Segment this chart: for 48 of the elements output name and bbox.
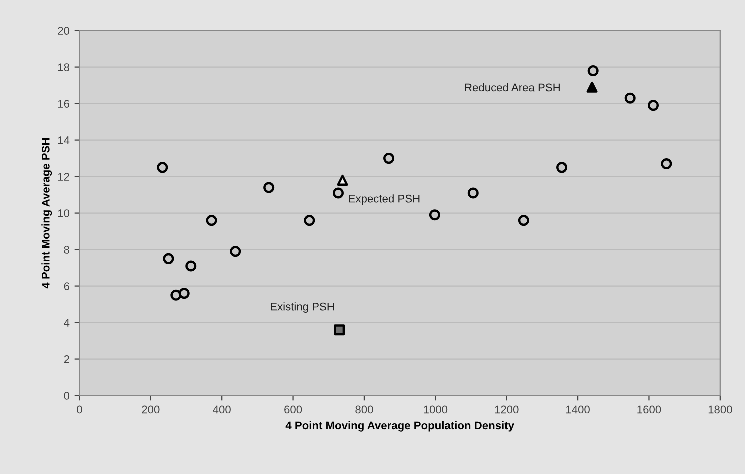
point <box>648 100 659 112</box>
x-axis-title: 4 Point Moving Average Population Density <box>286 421 514 432</box>
y-axis-title: 4 Point Moving Average PSH <box>42 138 52 289</box>
y-tick-label: 4 <box>64 319 70 327</box>
y-tick-label: 20 <box>58 27 70 35</box>
x-tick-label: 1800 <box>708 406 732 414</box>
point <box>332 188 344 199</box>
x-tick-label: 1400 <box>566 406 590 414</box>
series-label: Existing PSH <box>271 302 334 313</box>
point <box>206 215 218 226</box>
x-tick-label: 800 <box>356 406 374 414</box>
x-tick-label: 1200 <box>495 406 519 414</box>
point <box>178 288 190 300</box>
y-tick-label: 16 <box>58 100 70 108</box>
x-tick-label: 1000 <box>424 406 448 414</box>
point <box>304 215 316 226</box>
point <box>661 158 672 170</box>
point <box>518 215 530 226</box>
y-tick-label: 12 <box>58 173 70 181</box>
point <box>230 246 242 258</box>
x-tick-label: 0 <box>77 406 82 414</box>
point <box>170 290 182 301</box>
point <box>588 65 599 76</box>
point <box>556 162 568 174</box>
point <box>334 324 346 336</box>
point <box>586 82 598 93</box>
x-tick-label: 600 <box>284 406 302 414</box>
point <box>157 162 168 174</box>
y-tick-label: 8 <box>64 246 70 254</box>
y-tick-label: 0 <box>64 392 70 400</box>
x-tick-label: 400 <box>213 406 231 414</box>
point <box>624 92 636 104</box>
point <box>186 260 197 272</box>
x-tick-label: 1600 <box>638 406 662 414</box>
series-label: Expected PSH <box>349 194 420 205</box>
point <box>163 253 174 264</box>
y-tick-label: 18 <box>58 64 70 72</box>
text: Reduced Area PSH <box>465 83 560 92</box>
point <box>337 174 348 186</box>
point <box>429 210 440 221</box>
y-tick-label: 6 <box>64 282 70 290</box>
point <box>264 182 275 194</box>
point <box>384 153 395 164</box>
y-tick-label: 10 <box>58 210 70 218</box>
point <box>468 188 479 199</box>
x-tick-label: 200 <box>142 406 160 414</box>
y-tick-label: 2 <box>64 356 70 364</box>
y-tick-label: 14 <box>58 136 70 144</box>
